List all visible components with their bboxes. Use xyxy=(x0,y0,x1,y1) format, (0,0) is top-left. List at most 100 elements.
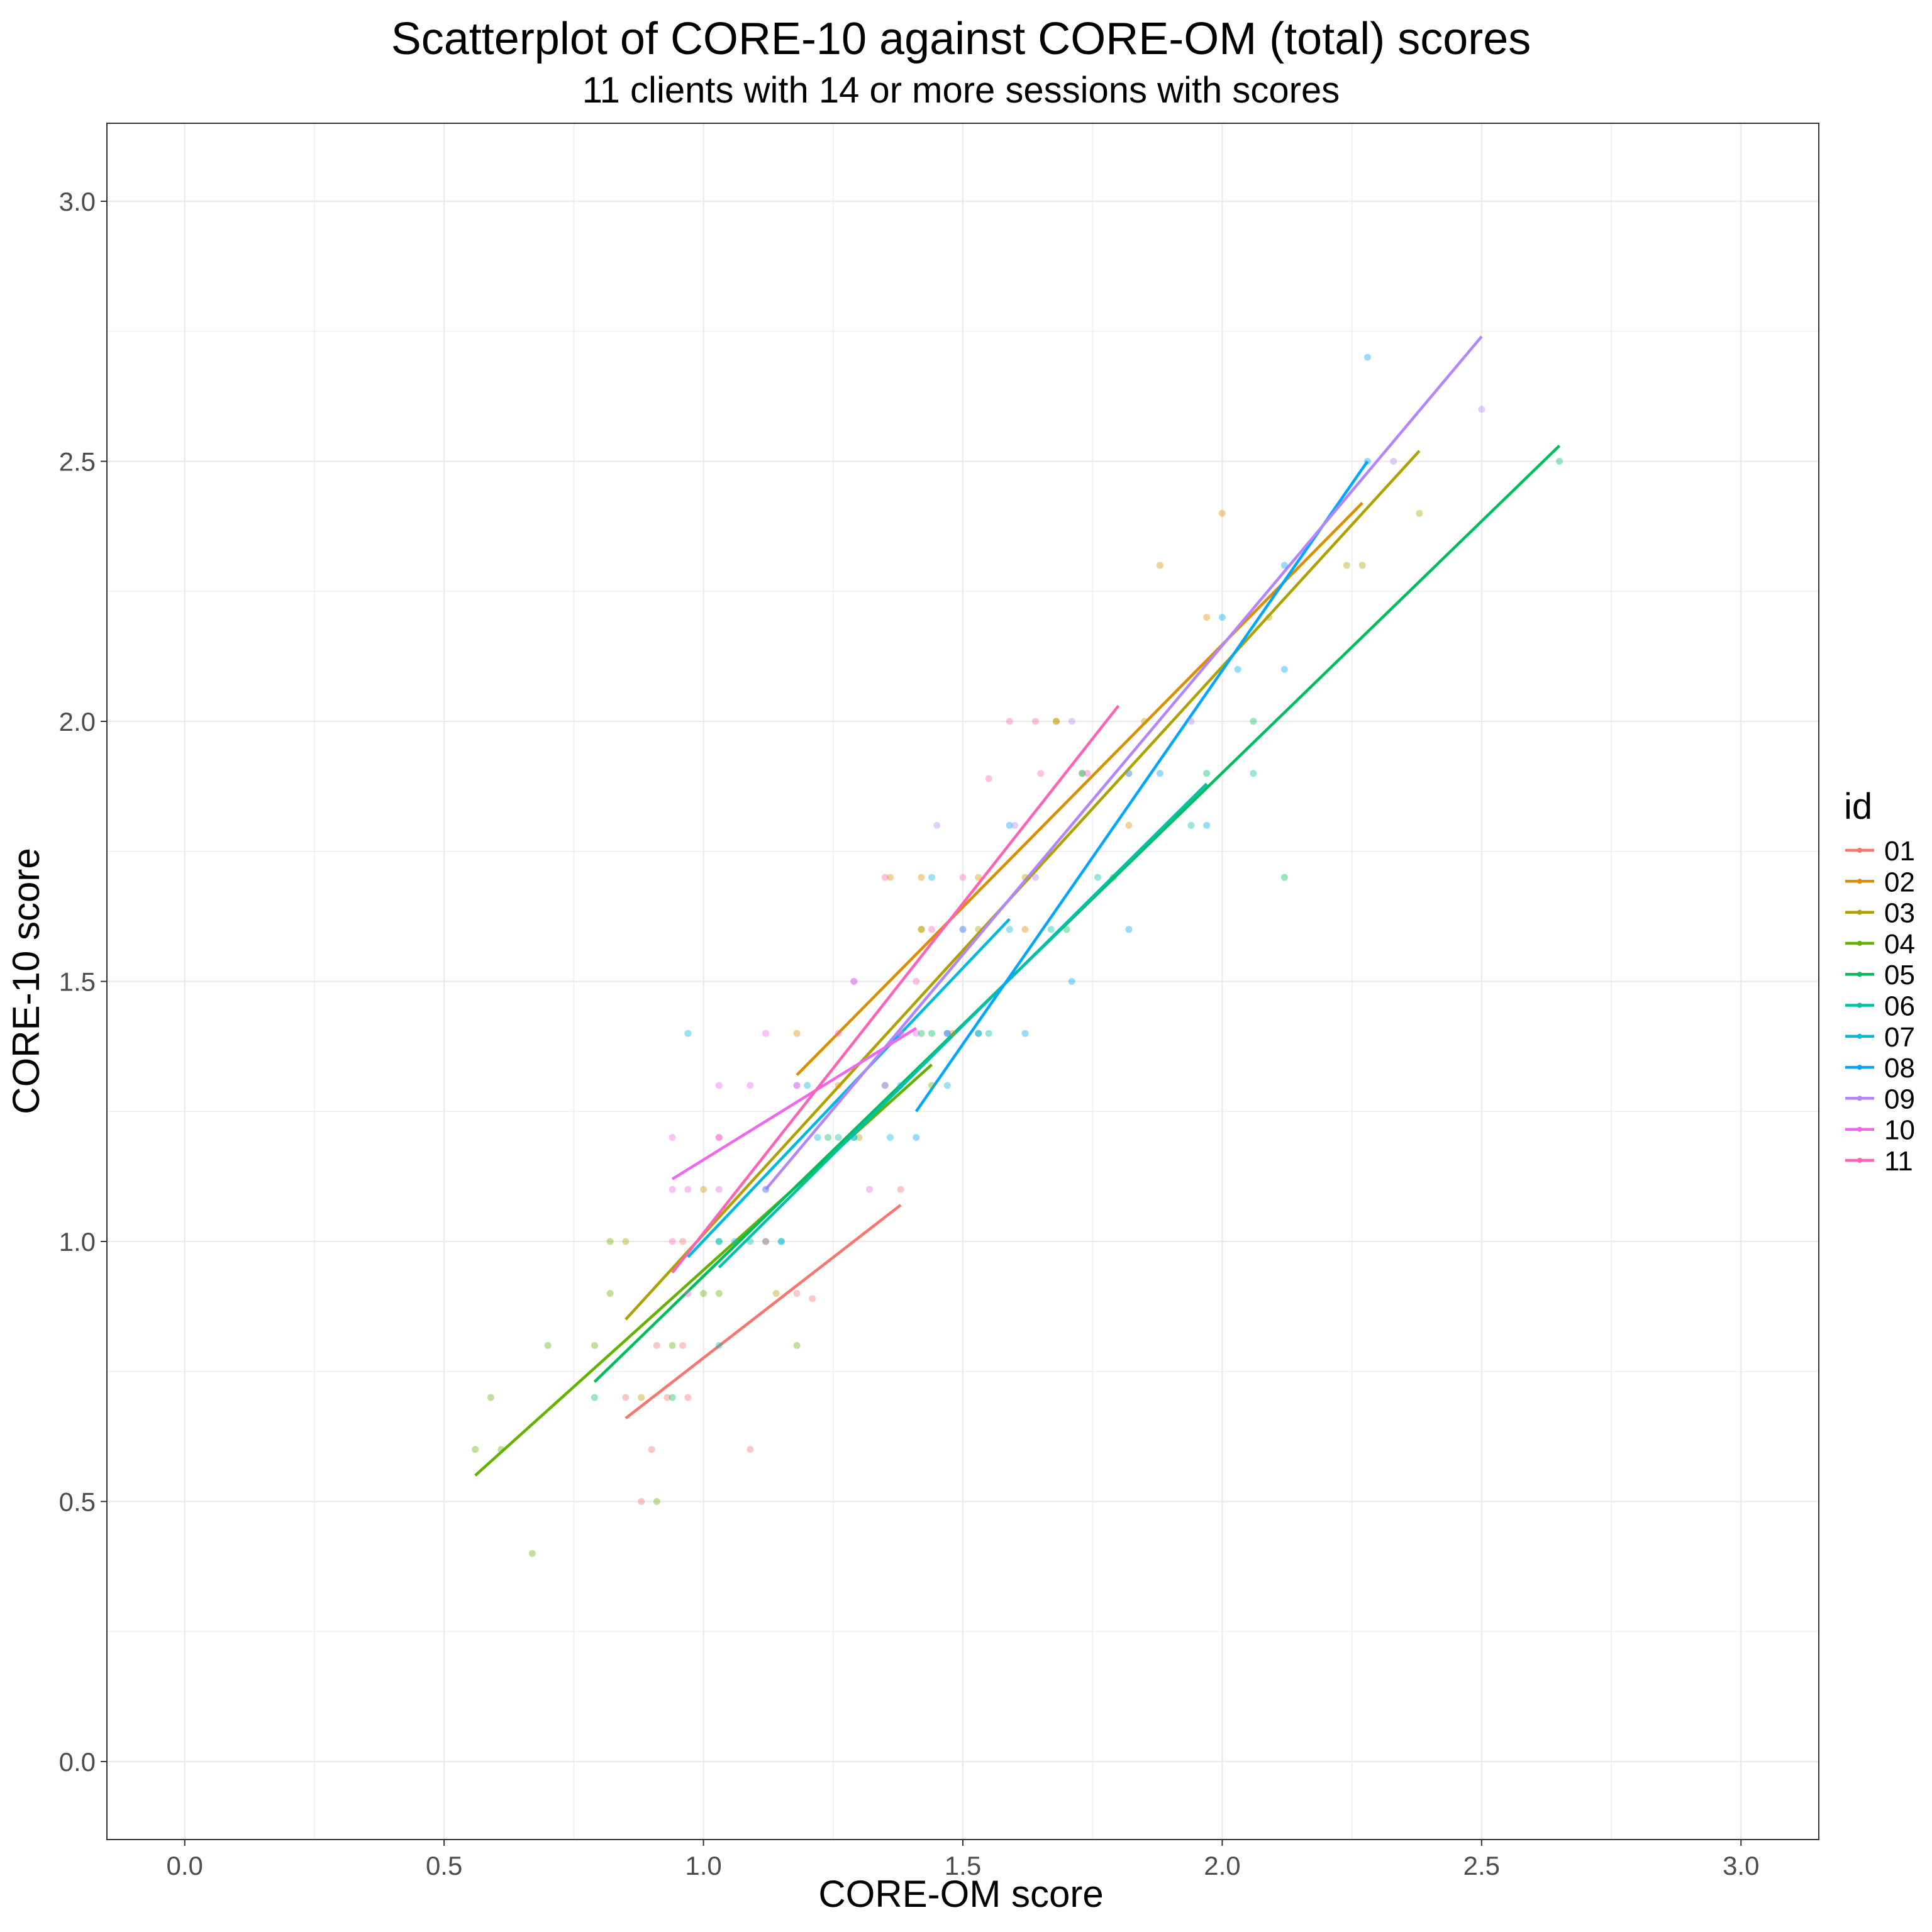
data-point-10 xyxy=(850,978,858,985)
x-tick-label: 1.0 xyxy=(685,1851,721,1880)
data-point-05 xyxy=(715,1238,723,1245)
x-tick-label: 3.0 xyxy=(1723,1851,1759,1880)
data-point-11 xyxy=(1037,770,1045,777)
fit-line-11 xyxy=(671,704,1120,1274)
data-point-10 xyxy=(881,1082,889,1089)
data-point-05 xyxy=(928,1030,936,1037)
data-point-08 xyxy=(1218,614,1226,621)
data-point-05 xyxy=(1556,458,1563,465)
data-point-10 xyxy=(715,1185,723,1193)
data-point-03 xyxy=(1343,562,1350,569)
data-point-09 xyxy=(959,926,967,933)
data-point-06 xyxy=(1094,874,1101,881)
data-point-03 xyxy=(1079,770,1086,777)
y-tick-label: 0.0 xyxy=(59,1747,96,1777)
data-point-08 xyxy=(913,1134,920,1141)
legend-key-dot-11 xyxy=(1857,1158,1862,1163)
data-point-04 xyxy=(472,1446,479,1453)
data-point-03 xyxy=(772,1290,780,1297)
legend-label-03: 03 xyxy=(1884,898,1915,929)
data-point-08 xyxy=(1156,770,1163,777)
data-point-06 xyxy=(747,1238,754,1245)
data-point-09 xyxy=(762,1185,770,1193)
x-tick-label: 0.0 xyxy=(167,1851,203,1880)
y-axis-title: CORE-10 score xyxy=(5,848,47,1114)
data-point-04 xyxy=(653,1497,660,1505)
data-point-03 xyxy=(855,1134,863,1141)
x-axis-title: CORE-OM score xyxy=(818,1873,1103,1915)
data-point-06 xyxy=(985,1030,992,1037)
data-point-04 xyxy=(544,1341,552,1349)
data-point-05 xyxy=(1109,874,1117,881)
legend-label-05: 05 xyxy=(1884,960,1915,991)
data-point-03 xyxy=(1021,874,1029,881)
data-point-09 xyxy=(1068,718,1075,725)
data-point-11 xyxy=(762,1238,770,1245)
data-point-09 xyxy=(933,821,941,829)
data-point-09 xyxy=(897,1030,904,1037)
data-point-07 xyxy=(850,1134,858,1141)
data-point-03 xyxy=(1052,718,1060,725)
data-point-05 xyxy=(669,1394,676,1401)
data-point-10 xyxy=(897,1030,904,1037)
y-tick-label: 1.0 xyxy=(59,1227,96,1257)
data-point-10 xyxy=(669,1185,676,1193)
data-point-05 xyxy=(918,1030,925,1037)
legend-key-dot-07 xyxy=(1857,1033,1862,1039)
data-point-05 xyxy=(1203,770,1211,777)
data-point-03 xyxy=(638,1394,645,1401)
data-point-11 xyxy=(1031,718,1039,725)
data-point-11 xyxy=(1006,718,1013,725)
data-point-01 xyxy=(793,1290,801,1297)
data-point-06 xyxy=(1250,770,1257,777)
data-point-05 xyxy=(762,1238,770,1245)
data-point-08 xyxy=(975,1030,982,1037)
data-point-09 xyxy=(850,978,858,985)
data-point-01 xyxy=(747,1446,754,1453)
data-point-02 xyxy=(835,1082,842,1089)
y-tick-label: 3.0 xyxy=(59,187,96,216)
data-point-06 xyxy=(850,1134,858,1141)
data-point-07 xyxy=(928,874,936,881)
data-point-10 xyxy=(715,1134,723,1141)
data-point-02 xyxy=(1218,509,1226,517)
data-point-01 xyxy=(809,1295,816,1302)
data-point-08 xyxy=(1234,665,1241,673)
data-point-06 xyxy=(777,1238,785,1245)
data-point-09 xyxy=(793,1082,801,1089)
legend-title: id xyxy=(1844,786,1872,827)
data-point-08 xyxy=(1021,1030,1029,1037)
fit-line-06 xyxy=(718,782,1208,1269)
data-point-07 xyxy=(684,1030,692,1037)
x-tick-label: 2.5 xyxy=(1463,1851,1500,1880)
data-point-02 xyxy=(887,874,894,881)
data-point-09 xyxy=(943,1030,951,1037)
data-point-06 xyxy=(715,1341,723,1349)
x-tick-label: 0.5 xyxy=(426,1851,462,1880)
data-point-11 xyxy=(959,874,967,881)
x-axis-ticks: 0.0 0.5 1.0 1.5 2.0 2.5 3.0 xyxy=(167,1840,1759,1880)
data-point-02 xyxy=(1156,562,1163,569)
data-point-03 xyxy=(1265,614,1273,621)
data-point-06 xyxy=(1125,770,1133,777)
data-point-04 xyxy=(528,1550,536,1557)
data-point-10 xyxy=(669,1134,676,1141)
data-point-06 xyxy=(1047,926,1055,933)
data-point-07 xyxy=(777,1238,785,1245)
data-point-03 xyxy=(1416,509,1423,517)
data-point-11 xyxy=(928,926,936,933)
legend-key-dot-10 xyxy=(1857,1126,1862,1132)
data-point-06 xyxy=(881,1082,889,1089)
data-point-07 xyxy=(715,1238,723,1245)
data-point-09 xyxy=(1125,770,1133,777)
data-point-04 xyxy=(715,1290,723,1297)
data-point-03 xyxy=(622,1238,630,1245)
data-point-04 xyxy=(606,1290,614,1297)
data-point-08 xyxy=(1280,665,1288,673)
data-point-04 xyxy=(591,1341,598,1349)
data-point-01 xyxy=(622,1394,630,1401)
chart-title: Scatterplot of CORE-10 against CORE-OM (… xyxy=(391,14,1531,64)
data-point-01 xyxy=(679,1341,687,1349)
legend-label-08: 08 xyxy=(1884,1053,1915,1084)
data-point-07 xyxy=(762,1185,770,1193)
